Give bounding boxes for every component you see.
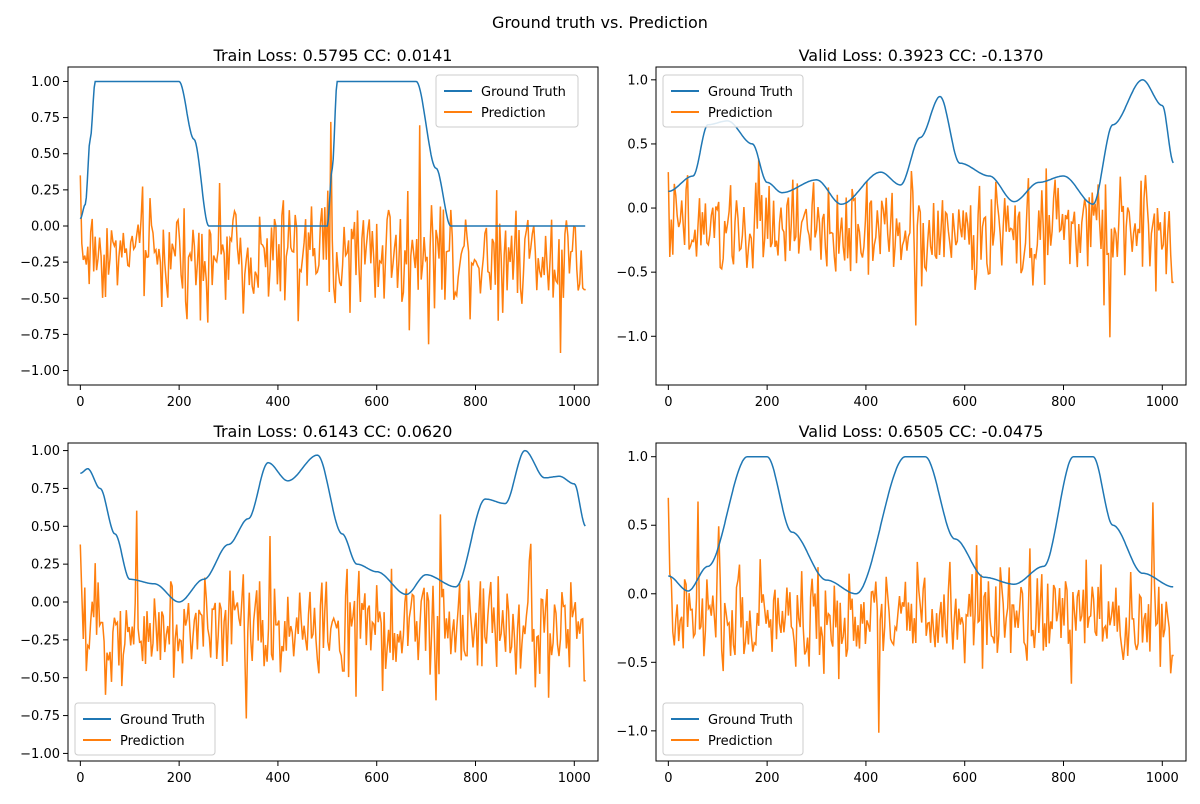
y-tick-label: −0.5 <box>616 266 648 281</box>
legend-label: Ground Truth <box>708 713 793 728</box>
x-tick-label: 800 <box>1051 771 1076 786</box>
x-tick-label: 800 <box>463 395 488 410</box>
legend: Ground Truth Prediction <box>435 74 579 128</box>
y-tick-label: −0.75 <box>20 328 60 343</box>
legend-label: Prediction <box>708 734 773 749</box>
y-tick-label: −0.25 <box>20 633 60 648</box>
y-tick-label: 0.75 <box>31 482 60 497</box>
figure-title: Ground truth vs. Prediction <box>492 13 708 32</box>
data-layer <box>79 80 586 354</box>
x-tick-label: 1000 <box>1146 395 1179 410</box>
x-tick-label: 400 <box>854 771 879 786</box>
legend-label: Ground Truth <box>120 713 205 728</box>
y-tick-label: 1.0 <box>627 73 648 88</box>
legend-box <box>662 702 804 756</box>
subplot-title: Train Loss: 0.5795 CC: 0.0141 <box>213 46 453 65</box>
x-tick-label: 400 <box>854 395 879 410</box>
x-tick-label: 0 <box>76 771 84 786</box>
prediction-line <box>667 497 1174 733</box>
y-tick-label: −1.00 <box>20 364 60 379</box>
y-tick-label: −0.50 <box>20 671 60 686</box>
subplot-2: Valid Loss: 0.3923 CC: -0.1370 0 200 400 600… <box>616 46 1187 410</box>
x-tick-label: 200 <box>167 771 192 786</box>
y-tick-label: 0.00 <box>31 220 60 235</box>
x-tick-label: 1000 <box>1146 771 1179 786</box>
legend-label: Prediction <box>120 734 185 749</box>
y-tick-label: 1.0 <box>627 450 648 465</box>
ground-truth-line <box>668 455 1174 595</box>
y-tick-label: 1.00 <box>31 444 60 459</box>
legend: Ground Truth Prediction <box>662 702 804 756</box>
x-tick-label: 400 <box>266 395 291 410</box>
x-tick-label: 600 <box>364 771 389 786</box>
subplot-title: Valid Loss: 0.6505 CC: -0.0475 <box>799 422 1044 441</box>
y-tick-label: −0.75 <box>20 709 60 724</box>
y-tick-label: 1.00 <box>31 75 60 90</box>
legend-box <box>74 702 216 756</box>
subplot-title: Valid Loss: 0.3923 CC: -0.1370 <box>799 46 1044 65</box>
data-layer <box>79 449 586 719</box>
x-tick-label: 600 <box>952 771 977 786</box>
prediction-line <box>79 121 586 354</box>
y-tick-label: −0.50 <box>20 292 60 307</box>
y-tick-label: 0.50 <box>31 520 60 535</box>
subplot-3: Train Loss: 0.6143 CC: 0.0620 0 200 400 600 8… <box>20 422 599 786</box>
legend-box <box>435 74 579 128</box>
x-tick-label: 200 <box>755 771 780 786</box>
data-layer <box>667 79 1174 338</box>
prediction-line <box>79 510 586 719</box>
y-tick-label: −0.25 <box>20 256 60 271</box>
ground-truth-line <box>80 449 586 603</box>
data-layer <box>667 455 1174 733</box>
prediction-line <box>667 158 1174 338</box>
legend: Ground Truth Prediction <box>662 74 804 128</box>
y-tick-label: −1.00 <box>20 747 60 762</box>
x-tick-label: 800 <box>463 771 488 786</box>
x-tick-label: 1000 <box>558 395 591 410</box>
y-tick-label: 0.5 <box>627 519 648 534</box>
legend-label: Prediction <box>708 106 773 121</box>
x-tick-label: 200 <box>755 395 780 410</box>
x-tick-label: 0 <box>664 771 672 786</box>
x-tick-label: 0 <box>76 395 84 410</box>
legend-label: Prediction <box>481 106 546 121</box>
legend: Ground Truth Prediction <box>74 702 216 756</box>
legend-label: Ground Truth <box>708 85 793 100</box>
y-tick-label: 0.0 <box>627 587 648 602</box>
legend-label: Ground Truth <box>481 85 566 100</box>
subplot-1: Train Loss: 0.5795 CC: 0.0141 0 200 400 600 8… <box>20 46 599 410</box>
subplot-4: Valid Loss: 0.6505 CC: -0.0475 0 200 400 600… <box>616 422 1187 786</box>
ground-truth-line <box>79 80 586 227</box>
y-tick-label: 0.50 <box>31 147 60 162</box>
y-tick-label: 0.5 <box>627 137 648 152</box>
x-tick-label: 0 <box>664 395 672 410</box>
y-tick-label: 0.25 <box>31 183 60 198</box>
axes-frame <box>655 66 1187 386</box>
y-tick-label: −1.0 <box>616 724 648 739</box>
y-tick-label: 0.25 <box>31 558 60 573</box>
y-tick-label: −0.5 <box>616 656 648 671</box>
legend-box <box>662 74 804 128</box>
x-tick-label: 600 <box>364 395 389 410</box>
x-tick-label: 800 <box>1051 395 1076 410</box>
y-tick-label: 0.00 <box>31 596 60 611</box>
subplot-title: Train Loss: 0.6143 CC: 0.0620 <box>213 422 453 441</box>
x-tick-label: 400 <box>266 771 291 786</box>
x-tick-label: 600 <box>952 395 977 410</box>
x-tick-label: 1000 <box>558 771 591 786</box>
y-tick-label: 0.75 <box>31 111 60 126</box>
y-tick-label: 0.0 <box>627 202 648 217</box>
x-tick-label: 200 <box>167 395 192 410</box>
y-tick-label: −1.0 <box>616 330 648 345</box>
axes-frame <box>655 442 1187 762</box>
ground-truth-line <box>668 79 1174 205</box>
